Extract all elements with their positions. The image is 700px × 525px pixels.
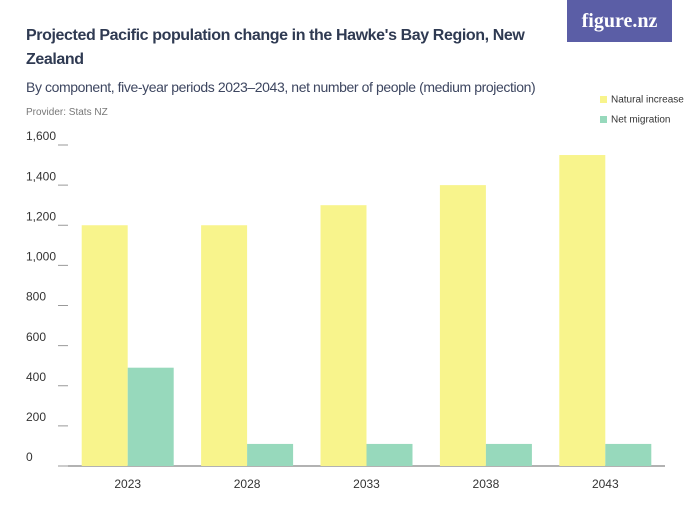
chart-subtitle: By component, five-year periods 2023–204… — [26, 79, 536, 95]
bar — [605, 443, 652, 466]
y-tick-label: 1,600 — [26, 129, 56, 143]
bar — [439, 185, 486, 466]
brand-logo[interactable]: figure.nz — [567, 0, 672, 42]
legend-label: Natural increase — [611, 95, 684, 106]
y-tick-label: 1,000 — [26, 250, 56, 264]
bar — [247, 443, 294, 466]
bar — [127, 367, 174, 466]
y-tick-label: 600 — [26, 330, 46, 344]
y-tick-label: 400 — [26, 370, 46, 384]
chart-title: Projected Pacific population change in t… — [26, 27, 525, 68]
x-tick-label: 2023 — [114, 477, 141, 491]
legend-swatch — [600, 116, 607, 123]
bar — [485, 443, 532, 466]
x-tick-label: 2038 — [473, 477, 500, 491]
y-tick-label: 1,400 — [26, 169, 56, 183]
y-tick-label: 1,200 — [26, 209, 56, 223]
bar — [201, 225, 248, 466]
y-tick-label: 200 — [26, 410, 46, 424]
x-tick-label: 2043 — [592, 477, 619, 491]
bar — [81, 225, 128, 466]
legend-swatch — [600, 96, 607, 103]
provider: Provider: Stats NZ — [26, 107, 108, 118]
y-tick-label: 0 — [26, 450, 33, 464]
bar — [559, 155, 606, 466]
bar — [320, 205, 367, 466]
y-tick-label: 800 — [26, 290, 46, 304]
x-tick-label: 2033 — [353, 477, 380, 491]
legend-label: Net migration — [611, 115, 670, 126]
x-tick-label: 2028 — [234, 477, 261, 491]
bar — [366, 443, 413, 466]
